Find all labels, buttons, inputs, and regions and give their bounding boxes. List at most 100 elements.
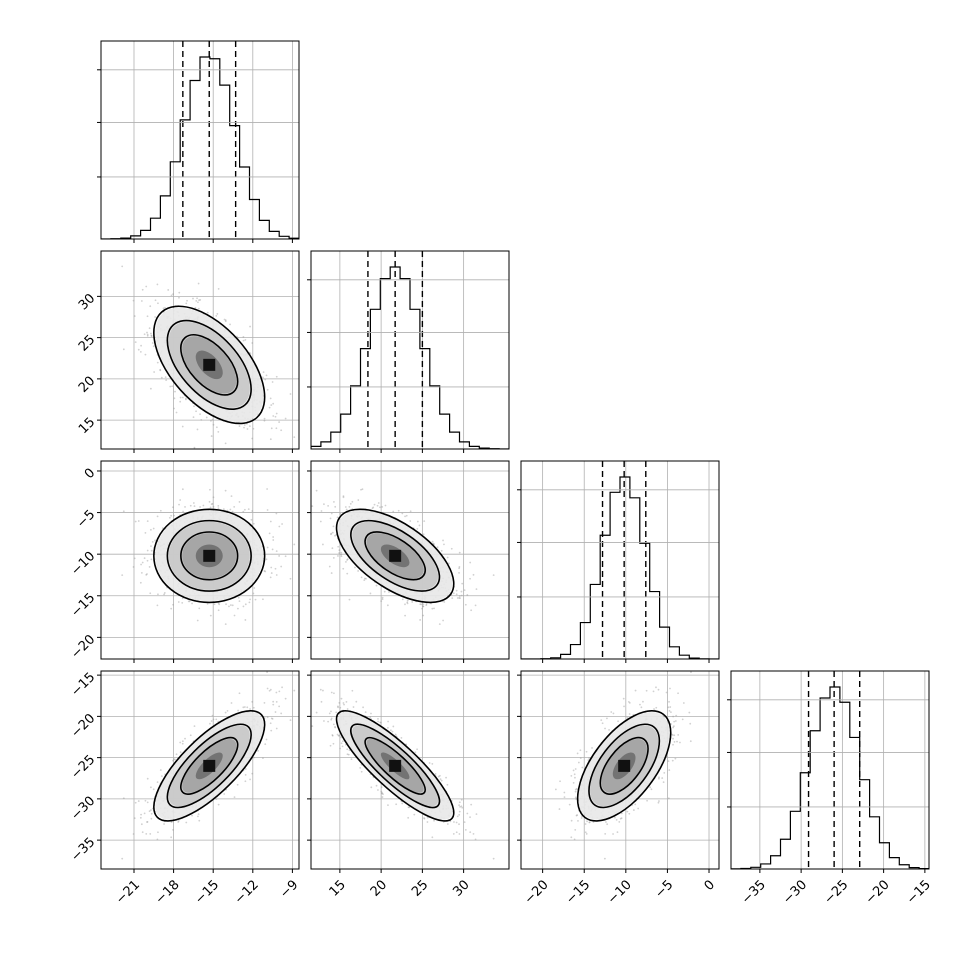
sample-point (121, 574, 124, 577)
sample-point (425, 604, 428, 606)
sample-point (148, 327, 151, 330)
sample-point (460, 594, 463, 597)
sample-point (173, 407, 175, 410)
sample-point (217, 609, 220, 612)
sample-point (247, 508, 250, 510)
sample-point (185, 397, 187, 400)
histogram-panel-2 (517, 460, 720, 663)
sample-point (164, 376, 167, 379)
contour-line (335, 508, 455, 604)
sample-point (346, 572, 349, 575)
sample-point (452, 592, 455, 595)
sample-point (331, 531, 334, 534)
sample-point (342, 495, 345, 498)
sample-point (380, 600, 383, 603)
sample-point (442, 539, 444, 542)
sample-point (269, 397, 272, 400)
sample-point (422, 614, 425, 617)
sample-point (230, 604, 232, 606)
sample-point (252, 592, 255, 595)
axes-frame (100, 250, 300, 450)
sample-point (384, 504, 387, 507)
sample-point (383, 590, 386, 593)
sample-point (458, 595, 461, 597)
sample-point (246, 428, 249, 430)
contour-line (153, 305, 266, 425)
sample-point (268, 406, 271, 409)
density-peak (203, 358, 216, 371)
sample-point (351, 500, 354, 503)
sample-point (303, 523, 305, 525)
sample-point (447, 562, 450, 565)
sample-point (346, 559, 349, 561)
sample-point (442, 619, 444, 622)
sample-point (202, 504, 205, 507)
sample-point (251, 437, 254, 440)
sample-point (404, 515, 406, 518)
sample-point (146, 549, 149, 552)
sample-point (474, 604, 477, 607)
sample-point (345, 561, 347, 563)
sample-point (458, 571, 460, 574)
sample-point (280, 565, 283, 568)
sample-point (275, 574, 278, 576)
sample-point (330, 532, 333, 535)
sample-point (281, 455, 283, 457)
sample-point (150, 812, 153, 815)
sample-point (338, 549, 341, 552)
sample-point (150, 545, 152, 548)
sample-point (461, 582, 464, 585)
sample-point (150, 549, 153, 552)
sample-point (146, 573, 148, 575)
sample-point (154, 299, 157, 302)
sample-point (151, 342, 154, 344)
sample-point (248, 601, 251, 604)
sample-point (184, 506, 186, 508)
sample-point (263, 417, 266, 420)
sample-point (177, 601, 180, 603)
sample-point (280, 429, 283, 432)
sample-point (196, 428, 199, 431)
sample-point (170, 514, 173, 517)
sample-point (193, 446, 196, 449)
sample-point (212, 505, 215, 508)
sample-point (242, 605, 245, 608)
sample-point (274, 567, 277, 570)
sample-point (270, 427, 273, 430)
sample-point (371, 507, 374, 510)
sample-point (215, 798, 218, 801)
sample-point (422, 605, 425, 608)
sample-point (272, 402, 275, 405)
sample-point (275, 550, 278, 553)
sample-point (423, 520, 426, 522)
sample-point (278, 525, 281, 528)
sample-point (242, 335, 245, 338)
sample-point (199, 413, 201, 416)
sample-point (149, 305, 152, 308)
sample-point (345, 508, 348, 511)
sample-point (329, 517, 332, 520)
sample-point (174, 390, 176, 393)
sample-point (432, 542, 435, 545)
sample-point (459, 597, 461, 600)
sample-point (178, 296, 180, 299)
sample-point (179, 400, 182, 403)
sample-point (363, 577, 366, 580)
sample-point (275, 512, 278, 515)
sample-point (348, 505, 351, 508)
sample-point (339, 513, 342, 515)
sample-point (205, 416, 208, 419)
sample-point (266, 456, 268, 458)
sample-point (195, 410, 197, 413)
sample-point (146, 315, 149, 318)
sample-point (217, 504, 220, 507)
sample-point (162, 307, 165, 310)
sample-point (330, 533, 332, 536)
sample-point (433, 543, 435, 546)
sample-point (152, 527, 155, 530)
sample-point (267, 456, 269, 458)
histogram-step (101, 56, 299, 239)
sample-point (272, 539, 275, 541)
sample-point (192, 502, 195, 504)
sample-point (233, 505, 236, 508)
